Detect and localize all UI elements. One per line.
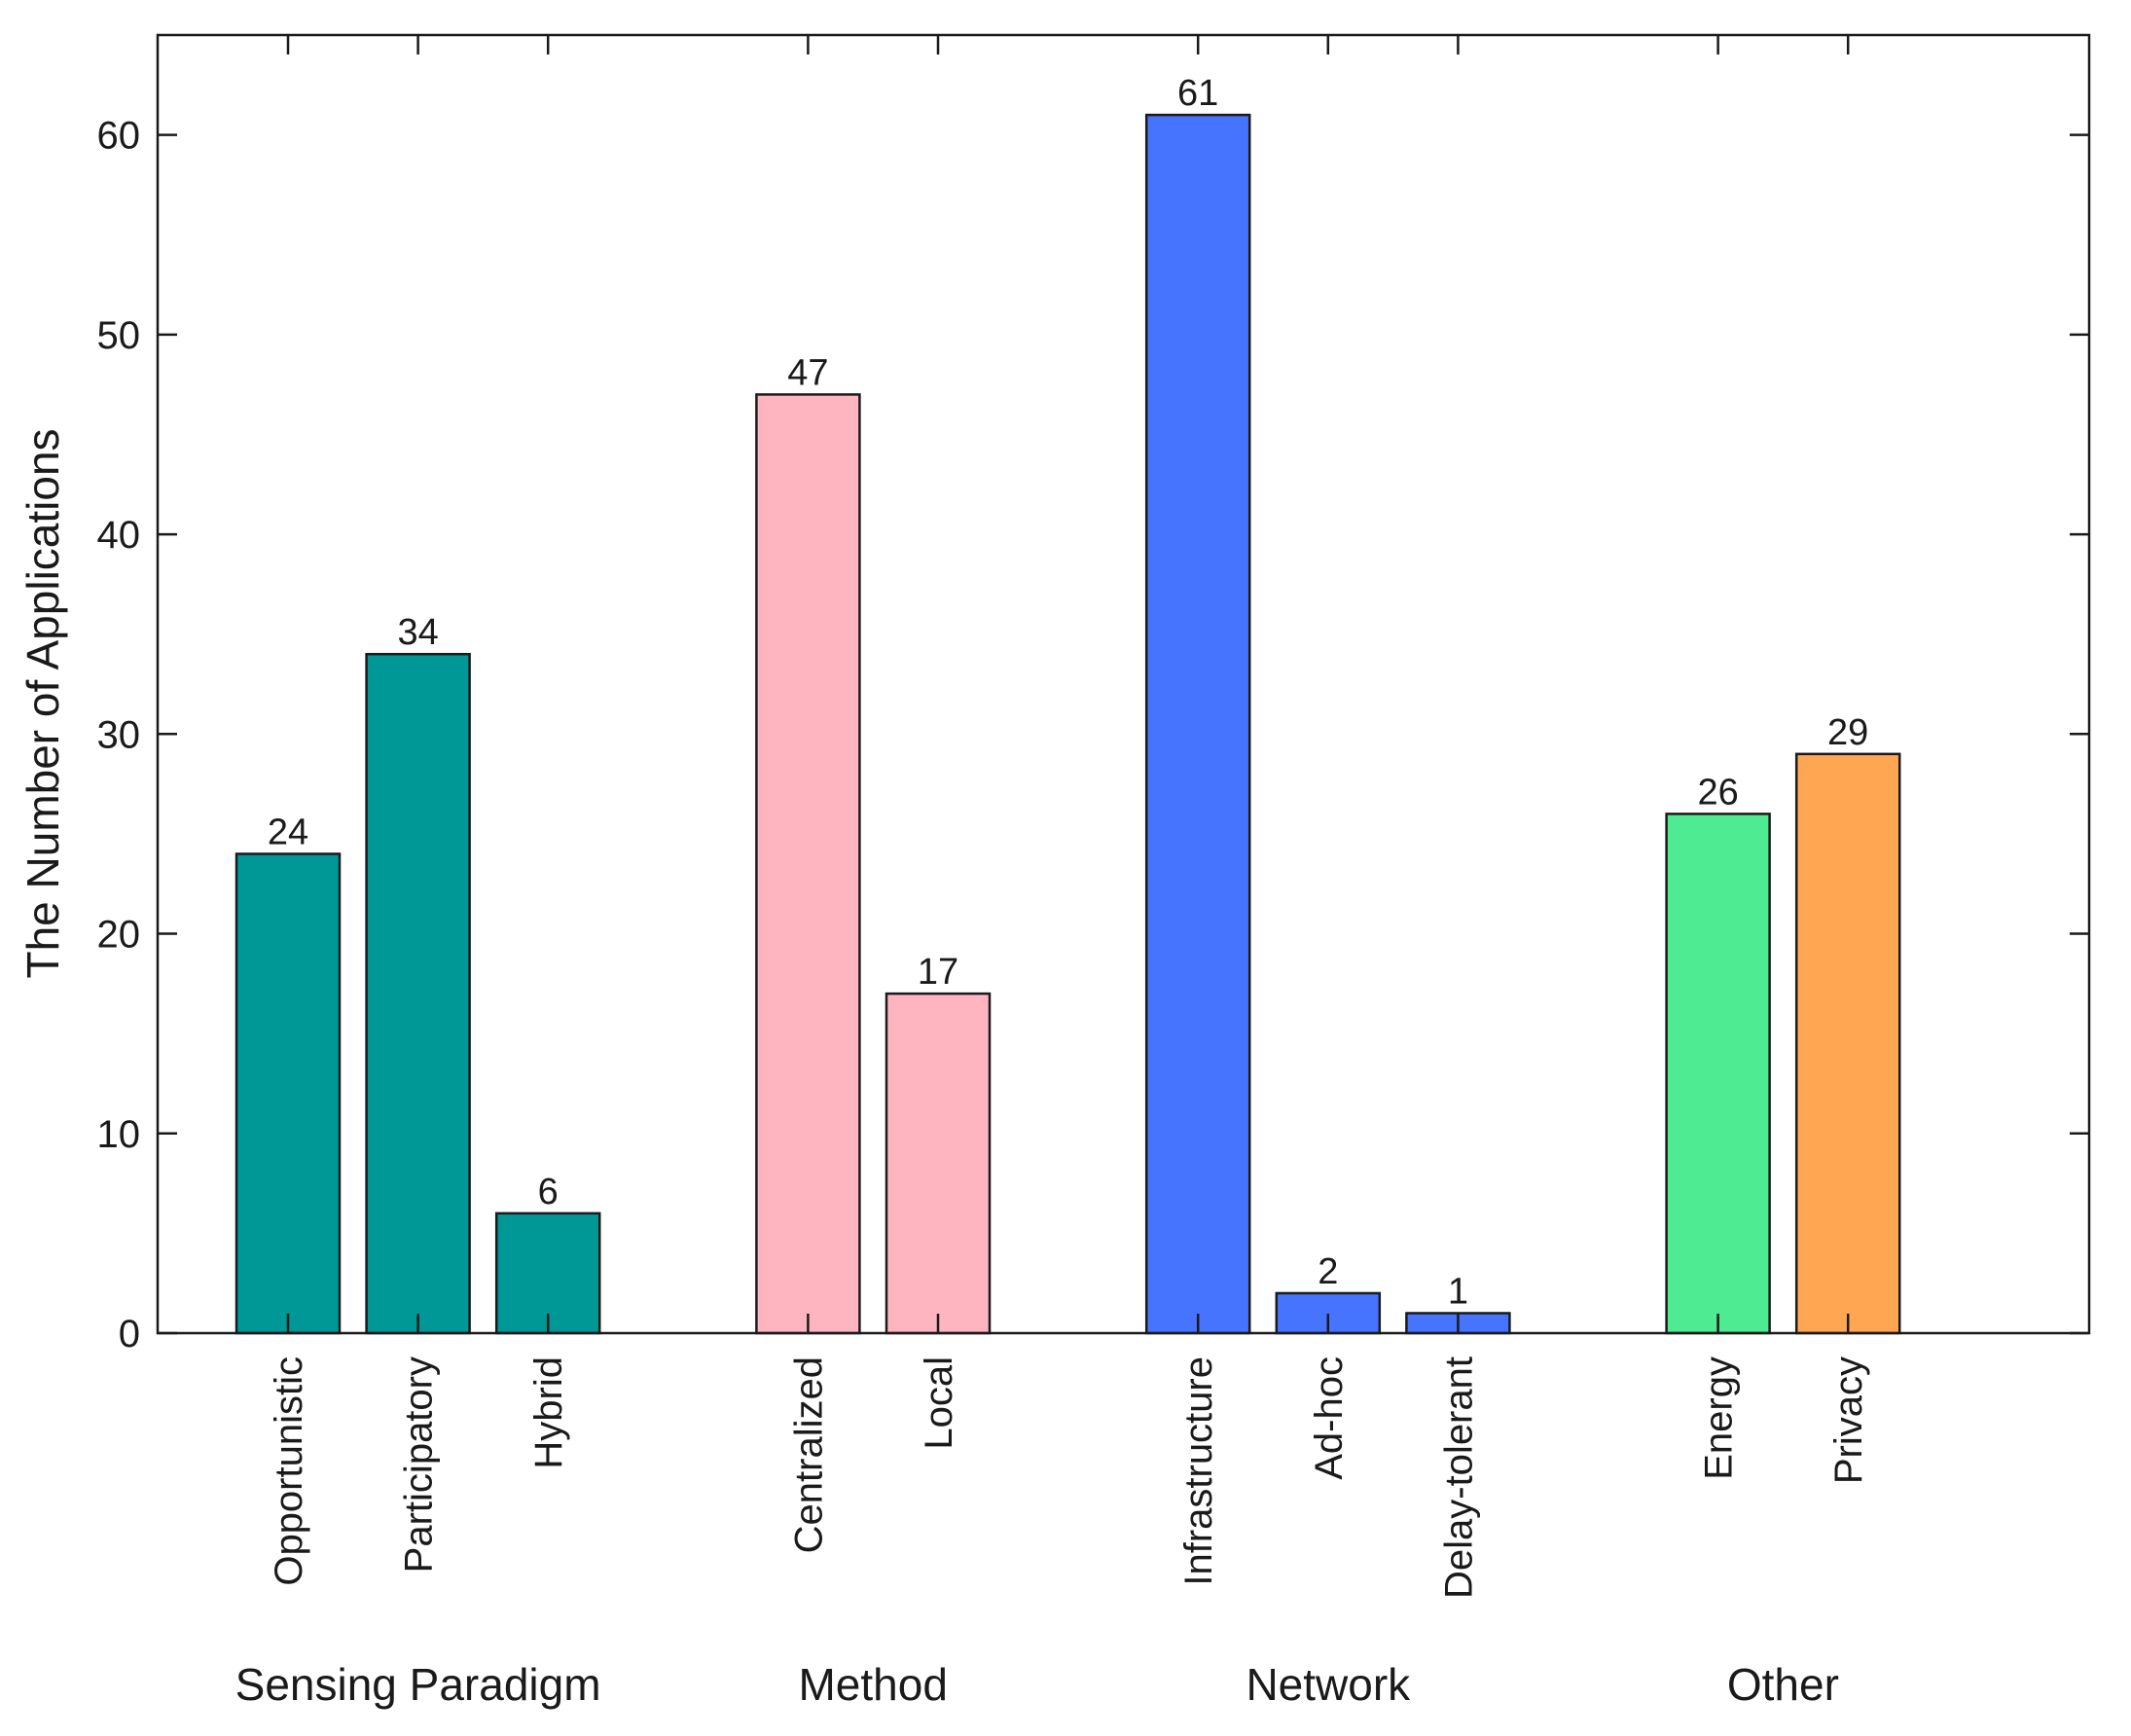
bar-infrastructure [1144, 113, 1251, 1335]
category-label-energy: Energy [1698, 1356, 1741, 1480]
value-label-delay-tolerant: 1 [1448, 1271, 1468, 1312]
value-label-participatory: 34 [397, 612, 438, 653]
category-label-centralized: Centralized [787, 1356, 830, 1553]
bar-local [885, 992, 992, 1335]
category-label-local: Local [918, 1356, 960, 1450]
category-label-participatory: Participatory [398, 1356, 441, 1573]
group-label-method: Method [798, 1659, 947, 1710]
value-label-opportunistic: 24 [268, 812, 308, 852]
y-tick-label: 20 [97, 914, 141, 957]
y-tick-label: 0 [119, 1313, 140, 1356]
x-axis-labels: Opportunistic Participatory Hybrid Centrali… [268, 1356, 1870, 1599]
y-tick-label: 50 [97, 314, 141, 357]
value-label-local: 17 [918, 952, 958, 993]
category-label-infrastructure: Infrastructure [1177, 1356, 1220, 1586]
value-label-privacy: 29 [1827, 712, 1868, 753]
bar-energy [1665, 813, 1771, 1335]
y-tick-label: 40 [97, 514, 141, 557]
group-label-sensing-paradigm: Sensing Paradigm [235, 1659, 601, 1710]
plot-frame [156, 33, 2091, 1335]
value-label-centralized: 47 [787, 352, 828, 393]
group-label-other: Other [1727, 1659, 1839, 1710]
y-axis-title: The Number of Applications [18, 428, 68, 978]
y-tick-label: 10 [97, 1113, 141, 1156]
group-label-network: Network [1246, 1659, 1411, 1710]
bar-centralized [755, 393, 861, 1335]
bar-privacy [1794, 752, 1901, 1335]
value-labels-layer: 24 34 6 47 17 61 2 1 26 29 [268, 73, 1868, 1312]
category-label-delay-tolerant: Delay-tolerant [1437, 1356, 1480, 1599]
bar-hybrid [494, 1212, 601, 1335]
value-label-infrastructure: 61 [1177, 73, 1218, 114]
y-tick-label: 60 [97, 115, 141, 158]
value-label-hybrid: 6 [538, 1172, 559, 1212]
category-label-ad-hoc: Ad-hoc [1308, 1356, 1351, 1480]
value-label-energy: 26 [1697, 772, 1738, 813]
group-labels: Sensing Paradigm Method Network Other [235, 1659, 1839, 1710]
category-label-opportunistic: Opportunistic [268, 1356, 310, 1586]
bar-participatory [365, 652, 471, 1335]
ticks-layer: 0 10 20 30 40 50 60 [97, 35, 2089, 1356]
category-label-privacy: Privacy [1827, 1356, 1870, 1484]
category-label-hybrid: Hybrid [527, 1356, 570, 1469]
bars-layer [235, 113, 1901, 1335]
bar-opportunistic [235, 852, 342, 1335]
value-label-ad-hoc: 2 [1318, 1251, 1338, 1292]
y-tick-label: 30 [97, 713, 141, 756]
